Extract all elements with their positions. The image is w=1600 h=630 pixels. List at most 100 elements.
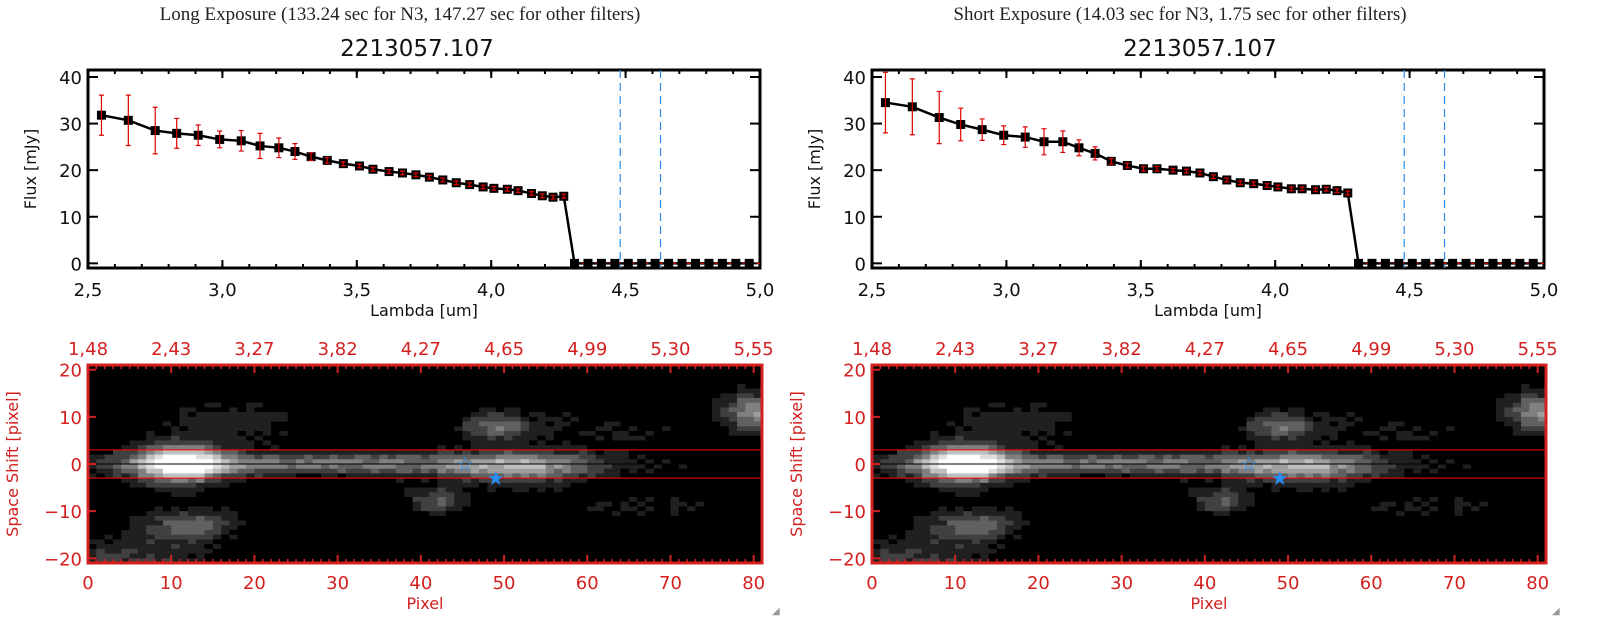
image-pixel [896,383,906,390]
image-pixel [420,544,430,550]
image-pixel [562,482,572,489]
image-pixel [196,369,205,375]
image-pixel [354,468,364,474]
image-pixel [287,379,297,385]
image-pixel [872,407,881,413]
image-pixel [495,431,505,437]
image-pixel [512,506,522,512]
image-pixel [1154,383,1164,390]
image-pixel [154,402,164,408]
image-pixel [620,440,630,446]
image-pixel [204,501,214,507]
image-pixel [888,416,898,423]
image-pixel [678,440,688,446]
y-tick-label: 40 [59,68,82,89]
image-pixel [1329,374,1339,380]
image-pixel [479,454,488,460]
image-pixel [529,478,538,484]
image-pixel [387,515,397,522]
image-pixel [737,525,746,531]
image-pixel [1121,365,1131,371]
image-pixel [1113,369,1123,375]
image-pixel [487,548,497,555]
image-pixel [445,449,455,456]
image-pixel [1238,369,1247,375]
image-pixel [395,435,405,441]
image-pixel [137,379,147,385]
image-pixel [578,553,588,559]
image-pixel [553,412,563,418]
image-pixel [1437,365,1447,371]
image-pixel [653,449,663,456]
image-pixel [121,402,131,408]
image-pixel [312,515,322,522]
image-pixel [179,548,189,555]
image-pixel [1171,379,1181,385]
image-pixel [1221,383,1231,390]
image-pixel [121,525,131,531]
image-pixel [287,530,297,536]
image-pixel [1471,402,1480,408]
image-pixel [304,501,314,507]
image-pixel [963,412,973,418]
image-pixel [445,530,455,536]
image-pixel [695,525,705,531]
image-pixel [1005,416,1014,423]
image-pixel [637,473,647,479]
image-pixel [129,454,139,460]
image-pixel [287,544,297,550]
image-pixel [495,435,505,441]
image-pixel [312,398,322,404]
image-pixel [470,407,480,413]
image-pixel [196,421,205,427]
image-pixel [329,365,339,371]
image-pixel [154,407,164,413]
image-pixel [1387,416,1397,423]
image-pixel [137,421,147,427]
image-pixel [930,379,940,385]
image-pixel [1263,374,1272,380]
image-pixel [395,548,405,555]
data-point [744,258,754,268]
image-pixel [395,478,405,484]
image-pixel [562,501,572,507]
image-pixel [212,435,222,441]
image-pixel [653,445,663,451]
image-pixel [553,520,563,526]
image-pixel [246,402,255,408]
image-pixel [271,464,280,470]
image-pixel [404,520,414,526]
image-pixel [479,506,488,512]
image-pixel [437,445,447,451]
image-pixel [553,468,563,474]
image-pixel [354,525,364,531]
image-pixel [312,511,322,517]
image-pixel [345,468,355,474]
image-pixel [104,416,114,423]
image-pixel [179,544,189,550]
image-pixel [620,369,630,375]
image-pixel [370,435,380,441]
image-pixel [595,374,605,380]
x-tick-label: 3,0 [208,280,237,301]
image-pixel [229,544,239,550]
image-pixel [154,520,164,526]
image-pixel [1529,369,1539,375]
image-pixel [1188,421,1198,427]
image-pixel [620,544,630,550]
image-pixel [146,478,156,484]
image-pixel [745,492,755,498]
image-pixel [662,445,671,451]
image-pixel [1080,393,1089,399]
image-pixel [1138,402,1148,408]
image-pixel [362,412,372,418]
image-pixel [1354,374,1364,380]
image-pixel [487,445,497,451]
image-pixel [237,497,247,503]
image-pixel [645,365,655,371]
image-pixel [637,416,647,423]
image-pixel [1346,402,1356,408]
image-pixel [429,407,438,413]
image-pixel [212,482,222,489]
image-pixel [980,379,989,385]
